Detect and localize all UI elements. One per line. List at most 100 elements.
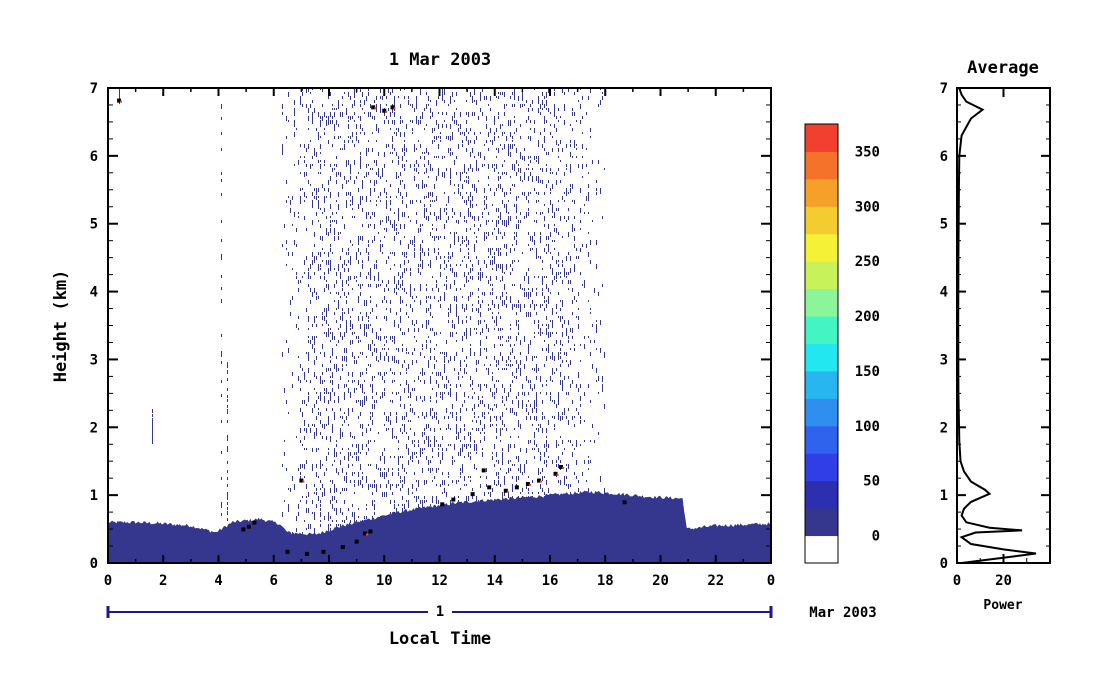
- profile-x-label: Power: [983, 598, 1022, 613]
- main-y-label: Height (km): [51, 270, 71, 383]
- echo-spot-core: [539, 480, 542, 483]
- colorbar-tick-label: 200: [855, 309, 880, 325]
- echo-spot-core: [556, 473, 559, 476]
- colorbar-tick-label: 350: [855, 144, 880, 160]
- main-y-tick-label: 1: [90, 488, 98, 504]
- main-y-tick-label: 4: [90, 285, 98, 301]
- echo-spot-core: [506, 490, 509, 493]
- echo-spot: [285, 549, 290, 554]
- main-y-axis: 0 1 2 3 4 5 6 7: [90, 81, 771, 572]
- main-x-tick-label: 14: [486, 573, 503, 589]
- colorbar-tick-label: 50: [863, 474, 880, 490]
- echo-spot-core: [302, 480, 305, 483]
- main-x-label: Local Time: [389, 629, 491, 649]
- main-x-tick-label: 6: [270, 573, 278, 589]
- echo-spot: [382, 108, 387, 113]
- echo-spot: [481, 468, 486, 473]
- echo-spot-core: [562, 467, 565, 469]
- main-x-tick-label: 16: [542, 573, 559, 589]
- profile-y-tick-label: 2: [940, 420, 948, 436]
- main-x-tick-label: 0: [104, 573, 112, 589]
- echo-spot: [299, 478, 304, 483]
- main-x-tick-label: 22: [707, 573, 724, 589]
- colorbar-frame: [804, 123, 839, 564]
- boundary-layer-fill: [108, 490, 771, 563]
- date-month-label: Mar 2003: [809, 605, 876, 621]
- colorbar-swatch: [805, 535, 838, 564]
- main-y-tick-label: 5: [90, 217, 98, 233]
- profile-plot-frame: [956, 87, 1051, 564]
- colorbar-swatch: [805, 316, 838, 344]
- profile-y-tick-label: 1: [940, 488, 948, 504]
- echo-spot: [321, 549, 326, 554]
- echo-spot: [340, 545, 345, 550]
- date-axis: 1 Mar 2003: [106, 602, 877, 621]
- plot-background: [108, 88, 771, 563]
- profile-y-axis: 0 1 2 3 4 5 6 7: [940, 81, 1050, 572]
- main-y-tick-label: 0: [90, 556, 98, 572]
- echo-spot: [451, 497, 456, 502]
- colorbar-swatch: [805, 398, 838, 427]
- colorbar-swatch: [805, 453, 838, 482]
- echo-spot: [559, 465, 564, 469]
- echo-spot-core: [374, 107, 377, 110]
- date-day-label-bg: [428, 602, 452, 620]
- colorbar-swatch: [805, 124, 838, 152]
- colorbar-swatch: [805, 343, 838, 372]
- profile-x-tick-label: 0: [953, 573, 961, 589]
- echo-spot-core: [393, 107, 396, 110]
- profile-title: Average: [967, 58, 1039, 78]
- noise-speckles: [119, 88, 605, 563]
- echo-spot-core: [120, 100, 123, 103]
- colorbar-tick-label: 100: [855, 419, 880, 435]
- colorbar-swatch: [805, 508, 838, 537]
- main-x-tick-label: 8: [325, 573, 333, 589]
- colorbar-swatch: [805, 178, 838, 207]
- echo-spot: [470, 492, 475, 497]
- main-x-tick-label: 18: [597, 573, 614, 589]
- main-x-tick-label: 10: [376, 573, 393, 589]
- average-profile-panel: 0 1 2 3 4 5 6 7 0 20 Average Power: [940, 58, 1051, 613]
- echo-spot: [362, 531, 367, 536]
- echo-spot: [525, 481, 530, 486]
- colorbar-swatch: [805, 370, 838, 399]
- echo-spot: [252, 520, 257, 525]
- echo-spot: [354, 539, 359, 544]
- colorbar-swatch: [805, 206, 838, 235]
- colorbar-swatch: [805, 261, 838, 290]
- echo-spot: [536, 478, 541, 483]
- colorbar-swatch: [805, 233, 838, 262]
- echo-spot: [440, 502, 445, 507]
- colorbar-swatch: [805, 288, 838, 317]
- colorbar-tick-label: 300: [855, 199, 880, 215]
- echo-spot-core: [365, 533, 368, 536]
- high-power-echoes: [117, 98, 627, 556]
- colorbar-tick-label: 250: [855, 254, 880, 270]
- colorbar-tick-label: 0: [872, 529, 880, 545]
- main-x-tick-label: 0: [767, 573, 775, 589]
- echo-spot: [487, 485, 492, 490]
- main-x-tick-label: 20: [652, 573, 669, 589]
- echo-spot-core: [528, 483, 531, 486]
- main-x-tick-label: 12: [431, 573, 448, 589]
- average-power-line: [957, 87, 1037, 564]
- profile-y-tick-label: 3: [940, 352, 948, 368]
- colorbar: 0 50 100 150 200 250 300 350: [804, 123, 880, 564]
- date-day-label: 1: [436, 604, 444, 620]
- echo-spot: [390, 105, 395, 110]
- echo-spot: [117, 98, 122, 103]
- colorbar-swatch: [805, 151, 838, 180]
- echo-spot: [553, 471, 558, 476]
- echo-spot: [503, 488, 508, 493]
- echo-spot: [368, 529, 373, 534]
- main-y-tick-label: 6: [90, 149, 98, 165]
- echo-spot: [246, 524, 251, 529]
- profile-y-tick-label: 6: [940, 149, 948, 165]
- profile-y-tick-label: 4: [940, 285, 948, 301]
- noise-speckle-layer: [119, 88, 605, 563]
- echo-spot: [514, 485, 519, 490]
- profile-x-axis: 0 20: [953, 88, 1028, 589]
- main-title: 1 Mar 2003: [389, 50, 491, 70]
